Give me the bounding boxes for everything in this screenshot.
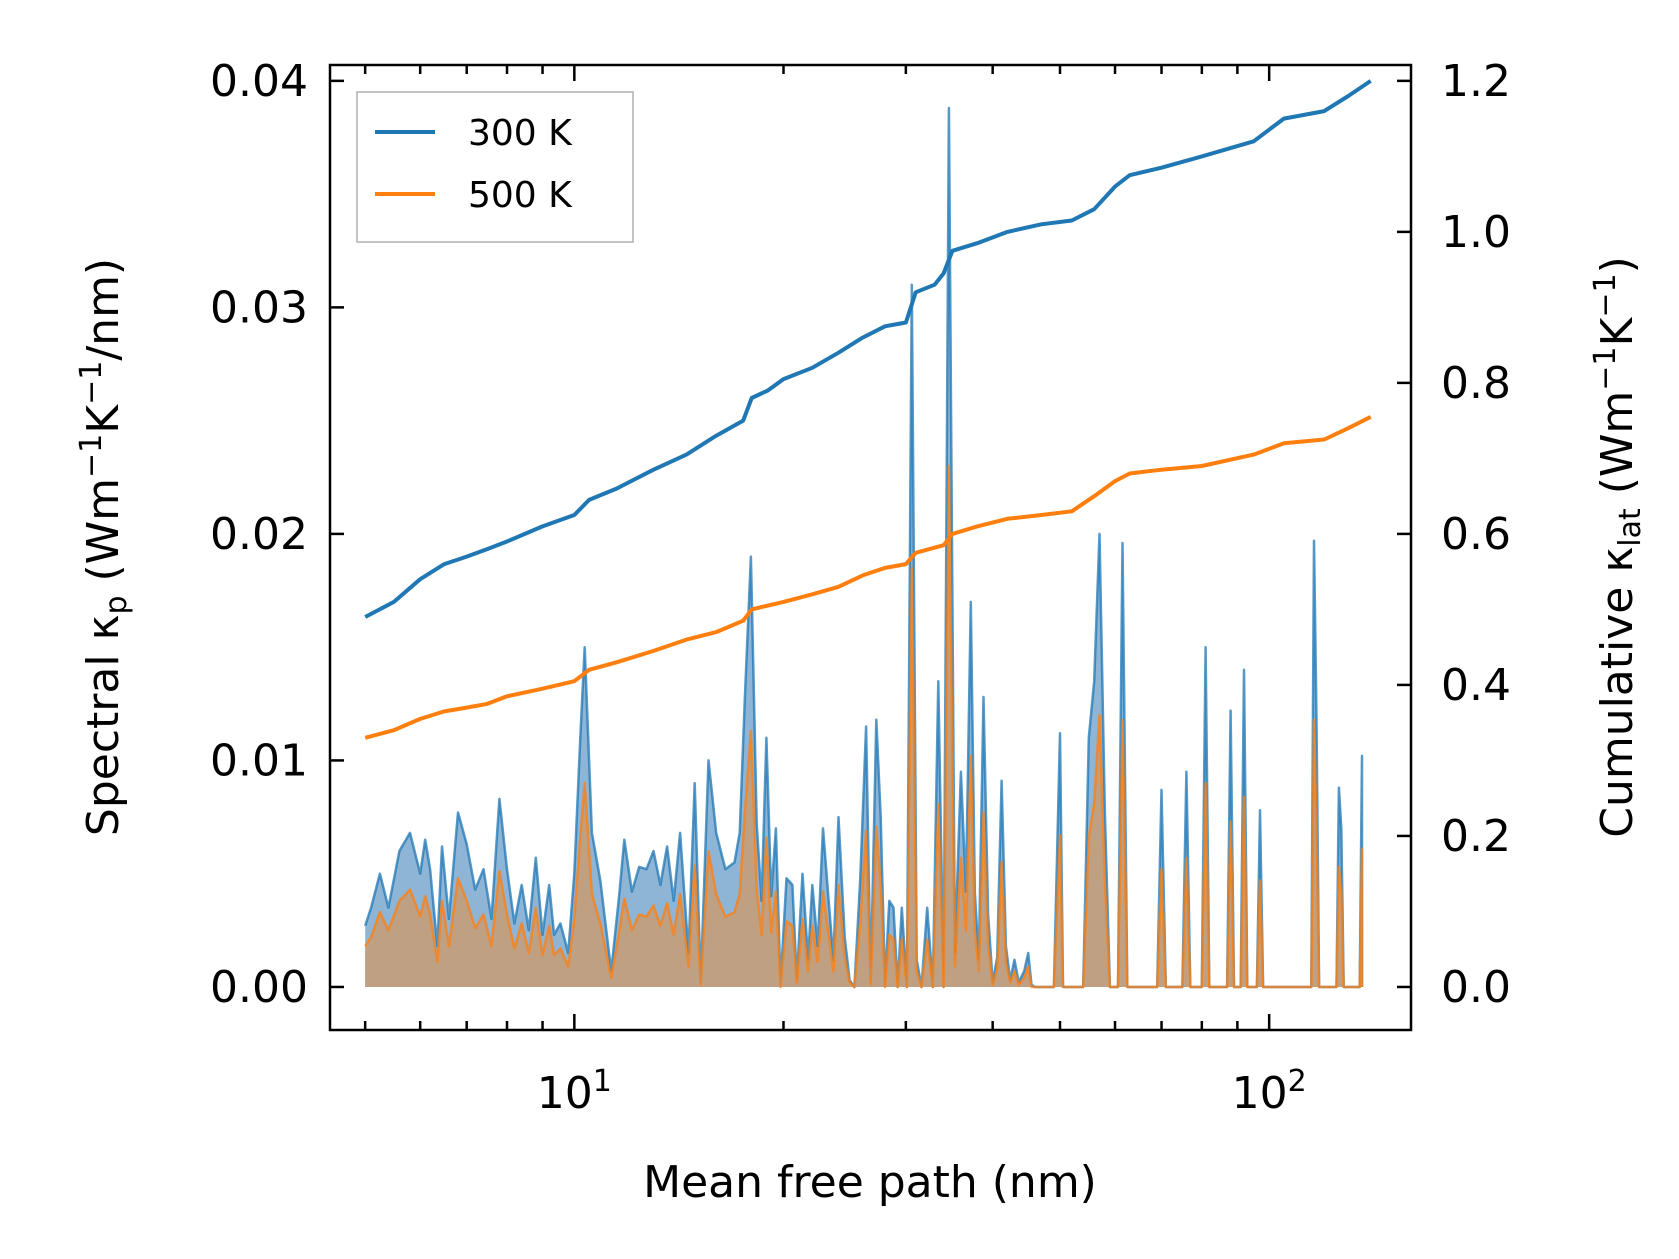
legend-label-300k: 300 K [468,113,573,154]
cumulative-line-500k [364,415,1372,740]
y-left-tick-label: 0.01 [210,735,308,786]
y-left-tick-label: 0.02 [210,509,308,560]
x-tick-label: 102 [1232,1064,1307,1120]
spectral-area-500k [365,466,1362,987]
y-right-tick-label: 0.6 [1441,509,1511,560]
y-right-tick-label: 0.0 [1441,962,1511,1013]
cumulative-line-300k [364,79,1372,619]
y-right-tick-label: 1.2 [1441,56,1511,107]
y-axis-label-right: Cumulative κlat (Wm−1K−1) [1588,256,1648,838]
x-axis-label: Mean free path (nm) [643,1157,1097,1208]
y-right-tick-label: 0.2 [1441,811,1511,862]
y-axis-label-left: Spectral κp (Wm−1K−1/nm) [74,258,134,836]
y-right-tick-label: 0.8 [1441,358,1511,409]
x-tick-label: 101 [537,1064,612,1120]
spectral-line-500k [364,464,1364,989]
legend: 300 K 500 K [356,91,634,243]
axes: 0.00 0.01 0.02 0.03 0.04 0.0 0.2 0.4 0.6 0.8 1.0 1.… [210,56,1511,1119]
y-left-tick-label: 0.00 [210,962,308,1013]
plot-area [364,79,1372,989]
legend-label-500k: 500 K [468,175,573,216]
y-right-tick-label: 0.4 [1441,660,1511,711]
y-right-tick-label: 1.0 [1441,207,1511,258]
y-left-tick-label: 0.04 [210,56,308,107]
plot-frame [328,63,1413,1032]
y-left-tick-label: 0.03 [210,282,308,333]
legend-box [356,91,634,243]
